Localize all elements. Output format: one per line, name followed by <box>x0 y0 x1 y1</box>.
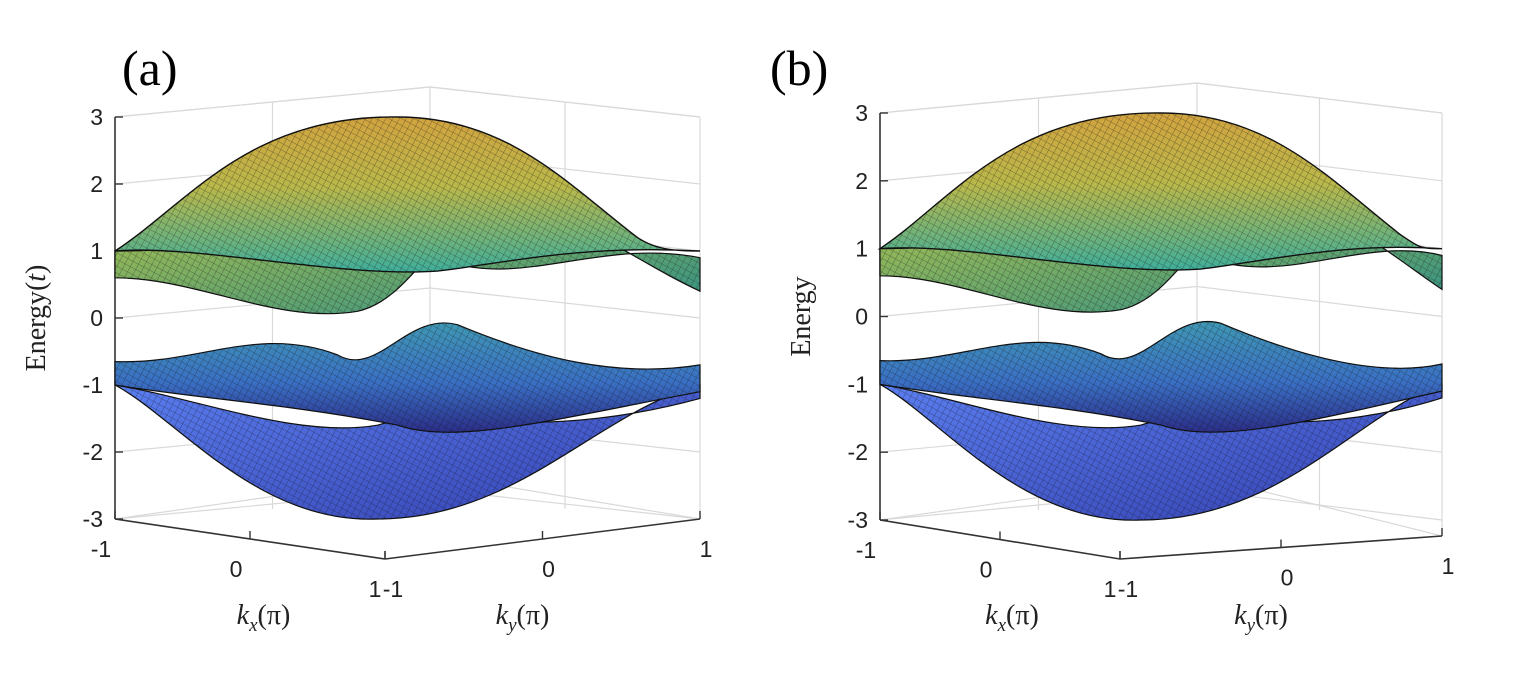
lower-band-top-mesh <box>880 321 1442 433</box>
kx-tick-label: 0 <box>980 557 993 583</box>
z-tick-label: 2 <box>90 171 103 197</box>
energy-axis-label: Energy(t) <box>21 265 52 372</box>
z-tick-label: 0 <box>855 304 868 330</box>
kx-unit: (π) <box>1006 600 1039 631</box>
ky-unit: (π) <box>517 600 550 631</box>
z-tick-label: 1 <box>855 236 868 262</box>
panel-label: (a) <box>122 40 178 96</box>
z-tick-label: -3 <box>848 507 868 533</box>
lower-band-bottom-mesh <box>880 384 1442 521</box>
ky-axis-label: ky(π) <box>496 600 550 636</box>
ky-unit: (π) <box>1255 600 1288 631</box>
ky-axis-label: ky(π) <box>1234 600 1288 636</box>
kx-tick-label: -1 <box>91 536 111 562</box>
kx-sub: x <box>248 615 258 636</box>
z-tick-label: 3 <box>90 104 103 130</box>
energy-unit: ( <box>21 282 52 291</box>
kx-sub: x <box>997 615 1007 636</box>
ky-sub: y <box>506 615 517 636</box>
z-tick-label: -1 <box>848 371 868 397</box>
kx-axis-label: kx(π) <box>237 600 291 636</box>
ky-tick-label: 0 <box>542 556 555 582</box>
z-tick-label: -2 <box>83 439 103 465</box>
upper-band-top-mesh <box>115 116 700 272</box>
energy-unit-close: ) <box>21 265 52 274</box>
kx-axis-label: kx(π) <box>985 600 1039 636</box>
z-tick-label: 1 <box>90 238 103 264</box>
energy-word: Energy <box>21 291 52 371</box>
kx-tick-label: 1 <box>369 576 382 602</box>
z-tick-label: 3 <box>855 100 868 126</box>
kx-tick-label: -1 <box>856 537 876 563</box>
ky-tick-label: 1 <box>700 536 713 562</box>
kx-var: k <box>237 600 250 631</box>
kx-tick-label: 0 <box>230 556 243 582</box>
lower-band-top-mesh <box>115 322 700 433</box>
ky-var: k <box>496 600 509 631</box>
z-tick-label: -1 <box>83 372 103 398</box>
energy-unit-t: t <box>21 273 52 282</box>
ky-tick-label: -1 <box>1118 576 1138 602</box>
ky-var: k <box>1234 600 1247 631</box>
ky-sub: y <box>1245 615 1256 636</box>
kx-var: k <box>985 600 998 631</box>
lower-band-bottom-mesh <box>115 385 700 520</box>
kx-tick-label: 1 <box>1104 576 1117 602</box>
surfaces <box>114 116 701 520</box>
ky-tick-label: -1 <box>383 576 403 602</box>
surfaces <box>877 112 1443 521</box>
panel-label: (b) <box>770 40 828 96</box>
energy-word: Energy <box>786 276 817 356</box>
z-tick-label: 0 <box>90 305 103 331</box>
kx-unit: (π) <box>258 600 291 631</box>
z-tick-label: -3 <box>83 506 103 532</box>
ky-tick-label: 1 <box>1442 553 1455 579</box>
ky-tick-label: 0 <box>1281 565 1294 591</box>
upper-band-top-mesh <box>880 112 1442 270</box>
z-tick-label: -2 <box>848 439 868 465</box>
z-tick-label: 2 <box>855 168 868 194</box>
energy-axis-label: Energy <box>786 276 817 356</box>
